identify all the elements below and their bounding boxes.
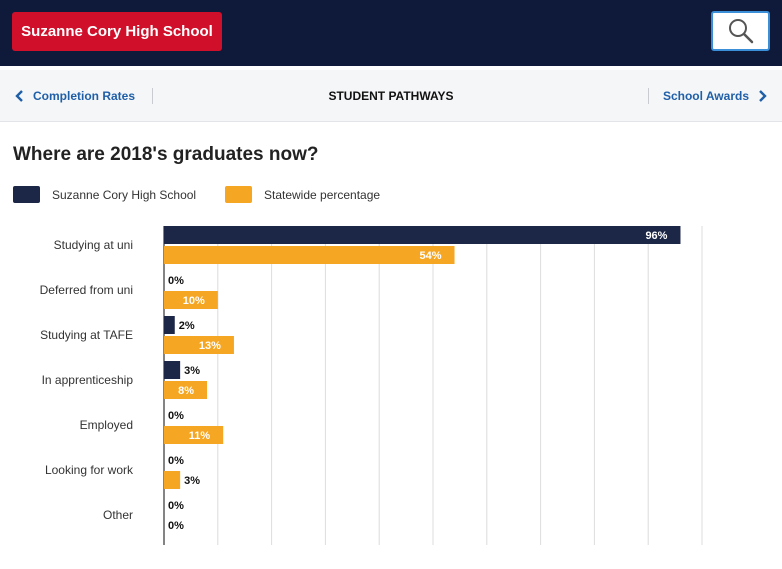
search-icon (728, 19, 753, 44)
chevron-right-icon (759, 90, 767, 102)
bar-school (164, 316, 175, 334)
data-label: 13% (199, 340, 221, 352)
data-label: 3% (184, 475, 200, 487)
next-section-label: School Awards (662, 89, 749, 103)
bar-statewide (164, 471, 181, 489)
category-label: Looking for work (45, 463, 134, 477)
data-label: 0% (168, 520, 184, 532)
top-bar: Suzanne Cory High School (0, 0, 782, 66)
section-title: STUDENT PATHWAYS (328, 89, 454, 103)
category-label: Deferred from uni (40, 283, 133, 297)
category-label: Studying at uni (54, 238, 133, 252)
prev-section-label: Completion Rates (33, 89, 136, 103)
bar-chart: Studying at uni 96% 54% Deferred from uni 0%… (40, 226, 703, 545)
data-label: 96% (645, 230, 667, 242)
chart-title: Where are 2018's graduates now? (13, 144, 319, 165)
category-label: In apprenticeship (42, 373, 134, 387)
data-label: 0% (168, 455, 184, 467)
data-label: 2% (179, 320, 195, 332)
bar-statewide (164, 336, 234, 354)
data-label: 0% (168, 275, 184, 287)
legend-item-statewide: Statewide percentage (225, 186, 380, 203)
bar-school (164, 226, 681, 244)
legend-label-statewide: Statewide percentage (264, 187, 381, 202)
category-label: Other (103, 508, 133, 522)
data-label: 8% (178, 385, 194, 397)
legend-item-school: Suzanne Cory High School (13, 186, 196, 203)
legend-swatch-statewide (225, 186, 252, 203)
bar-statewide (164, 426, 224, 444)
legend-swatch-school (13, 186, 40, 203)
data-label: 11% (189, 430, 211, 442)
section-nav: Completion Rates STUDENT PATHWAYS School… (0, 70, 782, 122)
data-label: 0% (168, 500, 184, 512)
data-label: 54% (419, 250, 441, 262)
data-label: 10% (183, 295, 205, 307)
school-name-button[interactable]: Suzanne Cory High School (12, 12, 222, 51)
chevron-left-icon (15, 90, 23, 102)
nav-divider (648, 88, 649, 104)
prev-section-link[interactable]: Completion Rates (12, 88, 135, 104)
category-label: Employed (80, 418, 133, 432)
data-label: 0% (168, 410, 184, 422)
nav-divider (152, 88, 153, 104)
bar-school (164, 361, 181, 379)
next-section-link[interactable]: School Awards (663, 88, 770, 104)
bar-statewide (164, 381, 208, 399)
data-label: 3% (184, 365, 200, 377)
search-button[interactable] (711, 11, 770, 51)
bar-statewide (164, 246, 455, 264)
bar-statewide (164, 291, 218, 309)
legend-label-school: Suzanne Cory High School (52, 187, 197, 202)
category-label: Studying at TAFE (40, 328, 133, 342)
